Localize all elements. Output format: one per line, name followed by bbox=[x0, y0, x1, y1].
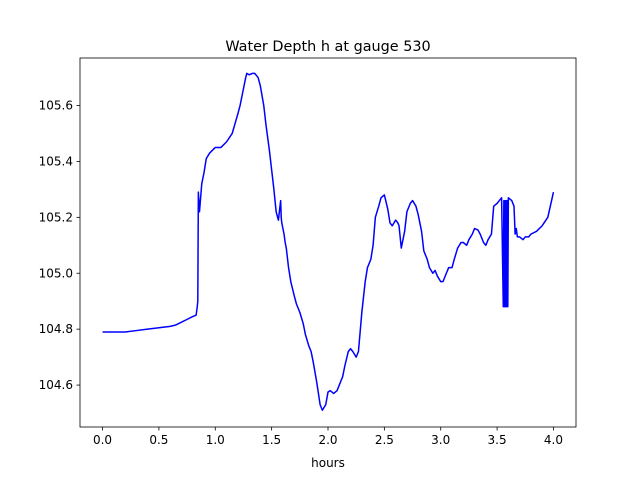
x-tick-label: 0.0 bbox=[93, 433, 112, 447]
plot-area bbox=[102, 72, 555, 411]
chart-title: Water Depth h at gauge 530 bbox=[225, 39, 430, 55]
x-axis-label: hours bbox=[311, 456, 345, 470]
x-tick-label: 3.0 bbox=[431, 433, 450, 447]
y-tick-label: 105.2 bbox=[39, 210, 73, 224]
x-tick-label: 0.5 bbox=[149, 433, 168, 447]
axis-ticks: 0.0 0.5 1.0 1.5 2.0 2.5 3.0 3.5 4.0 104.6 104.8 105… bbox=[39, 99, 563, 447]
x-tick-label: 3.5 bbox=[488, 433, 507, 447]
x-tick-label: 4.0 bbox=[544, 433, 563, 447]
x-tick-label: 1.0 bbox=[206, 433, 225, 447]
y-tick-label: 105.0 bbox=[39, 266, 73, 280]
y-tick-label: 105.6 bbox=[39, 99, 73, 113]
x-tick-label: 2.0 bbox=[318, 433, 337, 447]
x-tick-label: 2.5 bbox=[375, 433, 394, 447]
axes-frame bbox=[79, 57, 577, 428]
y-tick-label: 105.4 bbox=[39, 154, 73, 168]
y-tick-label: 104.6 bbox=[39, 378, 73, 392]
series-line-0 bbox=[102, 72, 555, 411]
y-tick-label: 104.8 bbox=[39, 322, 73, 336]
x-tick-label: 1.5 bbox=[262, 433, 281, 447]
